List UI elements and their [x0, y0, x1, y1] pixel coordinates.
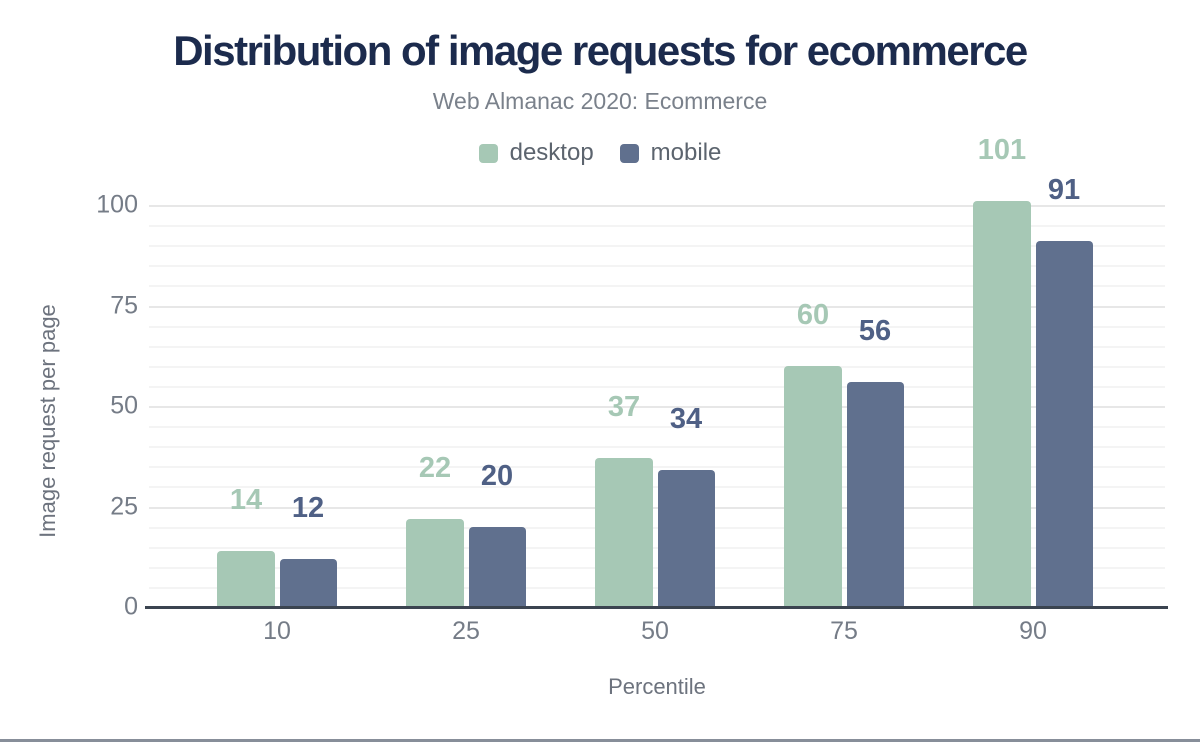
bar-value-label-mobile-10: 12: [291, 491, 325, 524]
minor-gridline: [149, 365, 1165, 368]
bar-mobile-90[interactable]: [1036, 241, 1093, 607]
bar-value-label-desktop-90: 101: [977, 133, 1027, 166]
minor-gridline: [149, 265, 1165, 268]
minor-gridline: [149, 526, 1165, 529]
bar-desktop-10[interactable]: [217, 550, 275, 607]
x-tick-label: 25: [452, 617, 480, 645]
legend-item-desktop[interactable]: desktop: [478, 139, 594, 167]
bar-value-label-desktop-10: 14: [229, 483, 263, 516]
bar-mobile-10[interactable]: [280, 558, 337, 607]
minor-gridline: [149, 245, 1165, 248]
minor-gridline: [149, 466, 1165, 469]
x-tick-label: 10: [263, 617, 291, 645]
bar-desktop-50[interactable]: [595, 458, 653, 607]
major-gridline: [149, 205, 1165, 207]
x-axis-line: [145, 606, 1168, 609]
chart-subtitle: Web Almanac 2020: Ecommerce: [432, 88, 768, 114]
bar-value-label-desktop-50: 37: [607, 391, 641, 424]
mobile-swatch-icon: [619, 143, 639, 163]
minor-gridline: [149, 446, 1165, 449]
bar-value-label-desktop-75: 60: [796, 298, 830, 331]
y-tick-label: 100: [96, 190, 138, 219]
x-tick-label: 90: [1019, 617, 1047, 645]
bar-mobile-50[interactable]: [658, 470, 715, 607]
y-tick-label: 0: [124, 592, 138, 621]
major-gridline: [149, 506, 1165, 509]
y-tick-label: 50: [110, 391, 138, 420]
bar-value-label-mobile-50: 34: [669, 403, 703, 436]
x-tick-label: 75: [830, 617, 858, 645]
bar-mobile-75[interactable]: [847, 381, 904, 607]
bar-desktop-75[interactable]: [784, 365, 842, 607]
bar-value-label-mobile-75: 56: [858, 314, 892, 347]
major-gridline: [149, 406, 1165, 408]
chart-title: Distribution of image requests for ecomm…: [173, 27, 1028, 74]
legend-label-desktop: desktop: [509, 139, 594, 166]
bar-mobile-25[interactable]: [469, 526, 526, 607]
legend-label-mobile: mobile: [650, 139, 722, 166]
bar-value-label-mobile-25: 20: [480, 459, 514, 492]
minor-gridline: [149, 325, 1165, 328]
minor-gridline: [149, 546, 1165, 549]
bar-value-label-mobile-90: 91: [1047, 174, 1081, 207]
x-tick-label: 50: [641, 617, 669, 645]
minor-gridline: [149, 566, 1165, 569]
bar-desktop-90[interactable]: [973, 200, 1031, 607]
chart-legend: desktop mobile: [0, 139, 1200, 167]
major-gridline: [149, 305, 1165, 308]
minor-gridline: [149, 486, 1165, 489]
minor-gridline: [149, 586, 1165, 589]
minor-gridline: [149, 345, 1165, 348]
minor-gridline: [149, 225, 1165, 228]
bar-desktop-25[interactable]: [406, 518, 464, 607]
minor-gridline: [149, 285, 1165, 288]
bottom-divider: [0, 739, 1200, 742]
y-tick-label: 25: [110, 492, 138, 520]
minor-gridline: [149, 426, 1165, 429]
legend-item-mobile[interactable]: mobile: [619, 139, 722, 167]
y-axis-title: Image request per page: [35, 304, 60, 538]
y-tick-label: 75: [110, 291, 138, 319]
bar-value-label-desktop-25: 22: [418, 451, 452, 484]
desktop-swatch-icon: [478, 143, 498, 163]
x-axis-title: Percentile: [608, 674, 706, 699]
minor-gridline: [149, 385, 1165, 388]
